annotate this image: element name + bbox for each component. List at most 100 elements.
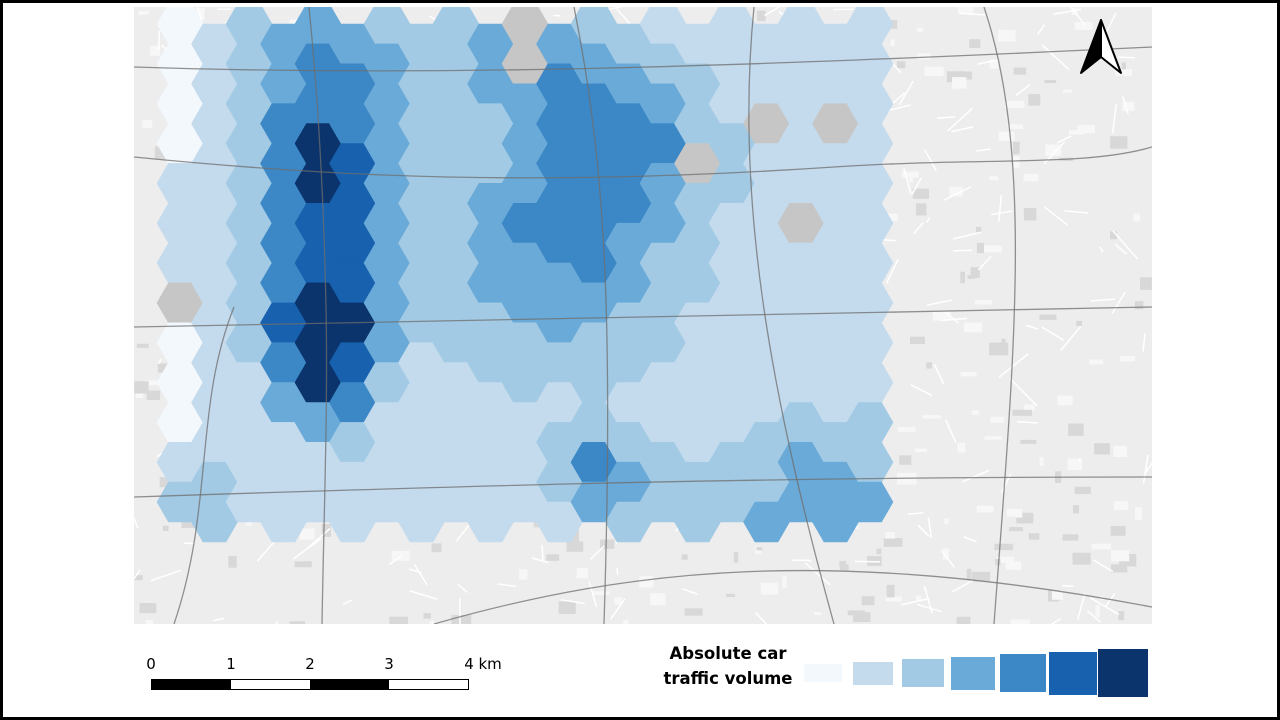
street-line xyxy=(408,568,422,574)
road-line xyxy=(134,306,1152,328)
street-line xyxy=(616,8,632,26)
building-block xyxy=(681,554,688,560)
building-block xyxy=(989,176,999,181)
building-block xyxy=(944,518,949,524)
building-block xyxy=(953,71,972,80)
building-block xyxy=(429,620,435,624)
street-line xyxy=(1112,230,1139,260)
street-line xyxy=(560,599,585,605)
building-block xyxy=(926,362,933,369)
building-block xyxy=(994,543,1014,551)
legend-swatch-class-7 xyxy=(1098,649,1148,697)
traffic-hexbin-map[interactable] xyxy=(134,7,1152,624)
building-block xyxy=(974,300,993,305)
building-block xyxy=(916,53,931,60)
building-block xyxy=(1062,89,1073,93)
building-block xyxy=(886,584,895,598)
building-block xyxy=(1113,501,1129,510)
building-block xyxy=(733,552,739,563)
building-block xyxy=(847,610,866,616)
scale-bar: 0 1 2 3 4 km xyxy=(143,651,523,696)
building-block xyxy=(1045,144,1062,156)
building-block xyxy=(726,593,735,598)
building-block xyxy=(228,555,237,568)
building-block xyxy=(1012,409,1032,416)
building-block xyxy=(1089,359,1104,365)
building-block xyxy=(1118,611,1125,621)
street-line xyxy=(616,568,619,576)
street-line xyxy=(1090,597,1120,616)
legend-title-line-1: Absolute car xyxy=(669,644,787,663)
building-block xyxy=(451,615,472,624)
building-block xyxy=(1068,130,1084,135)
street-line xyxy=(1025,324,1038,330)
building-block xyxy=(1133,213,1141,222)
street-line xyxy=(940,317,967,322)
street-line xyxy=(1114,243,1128,255)
building-block xyxy=(976,242,985,254)
building-block xyxy=(1068,423,1084,436)
building-block xyxy=(1140,277,1152,290)
building-block xyxy=(885,532,895,539)
building-block xyxy=(952,77,967,89)
building-block xyxy=(1007,124,1024,129)
building-block xyxy=(138,10,149,15)
building-block xyxy=(1095,605,1100,618)
building-block xyxy=(321,523,332,537)
building-block xyxy=(299,528,315,540)
legend-swatch-class-4 xyxy=(951,656,995,690)
street-line xyxy=(1142,333,1146,352)
legend-swatch-class-3 xyxy=(902,659,944,687)
street-line xyxy=(977,255,992,271)
building-block xyxy=(566,541,584,552)
building-block xyxy=(990,416,1005,423)
street-line xyxy=(754,612,768,624)
building-block xyxy=(932,310,951,321)
building-block xyxy=(1028,533,1040,540)
building-block xyxy=(139,603,157,614)
building-block xyxy=(1074,22,1093,30)
street-line xyxy=(953,231,982,240)
street-line xyxy=(457,583,468,593)
street-line xyxy=(898,80,914,106)
building-block xyxy=(756,10,766,22)
street-line xyxy=(531,557,549,564)
street-line xyxy=(256,539,277,562)
street-line xyxy=(682,588,698,595)
street-line xyxy=(998,353,1029,378)
street-line xyxy=(1000,473,1012,494)
street-line xyxy=(1060,325,1082,352)
building-block xyxy=(960,372,977,377)
building-block xyxy=(134,575,143,581)
building-block xyxy=(924,66,944,76)
street-line xyxy=(1056,135,1072,144)
scale-tick-4: 4 km xyxy=(464,655,502,673)
street-line xyxy=(997,195,1003,222)
street-line xyxy=(157,358,162,365)
street-line xyxy=(925,216,931,223)
scale-segment xyxy=(389,680,468,689)
street-line xyxy=(975,148,991,152)
road-line xyxy=(173,306,235,624)
street-line xyxy=(951,126,974,133)
building-block xyxy=(1135,507,1142,520)
building-block xyxy=(876,548,882,555)
street-line xyxy=(926,299,952,306)
street-line xyxy=(910,383,933,397)
building-block xyxy=(1012,141,1020,155)
building-block xyxy=(1016,512,1034,524)
building-block xyxy=(956,616,971,624)
building-block xyxy=(1015,508,1023,518)
building-block xyxy=(1067,458,1083,471)
building-block xyxy=(917,27,923,33)
street-line xyxy=(764,7,781,17)
building-block xyxy=(1020,439,1037,444)
building-block xyxy=(971,410,980,415)
street-line xyxy=(497,583,517,588)
building-block xyxy=(145,619,154,624)
scale-segment xyxy=(152,680,231,689)
building-block xyxy=(995,556,1015,563)
building-block xyxy=(957,442,966,453)
building-block xyxy=(519,569,528,580)
building-block xyxy=(949,186,963,197)
